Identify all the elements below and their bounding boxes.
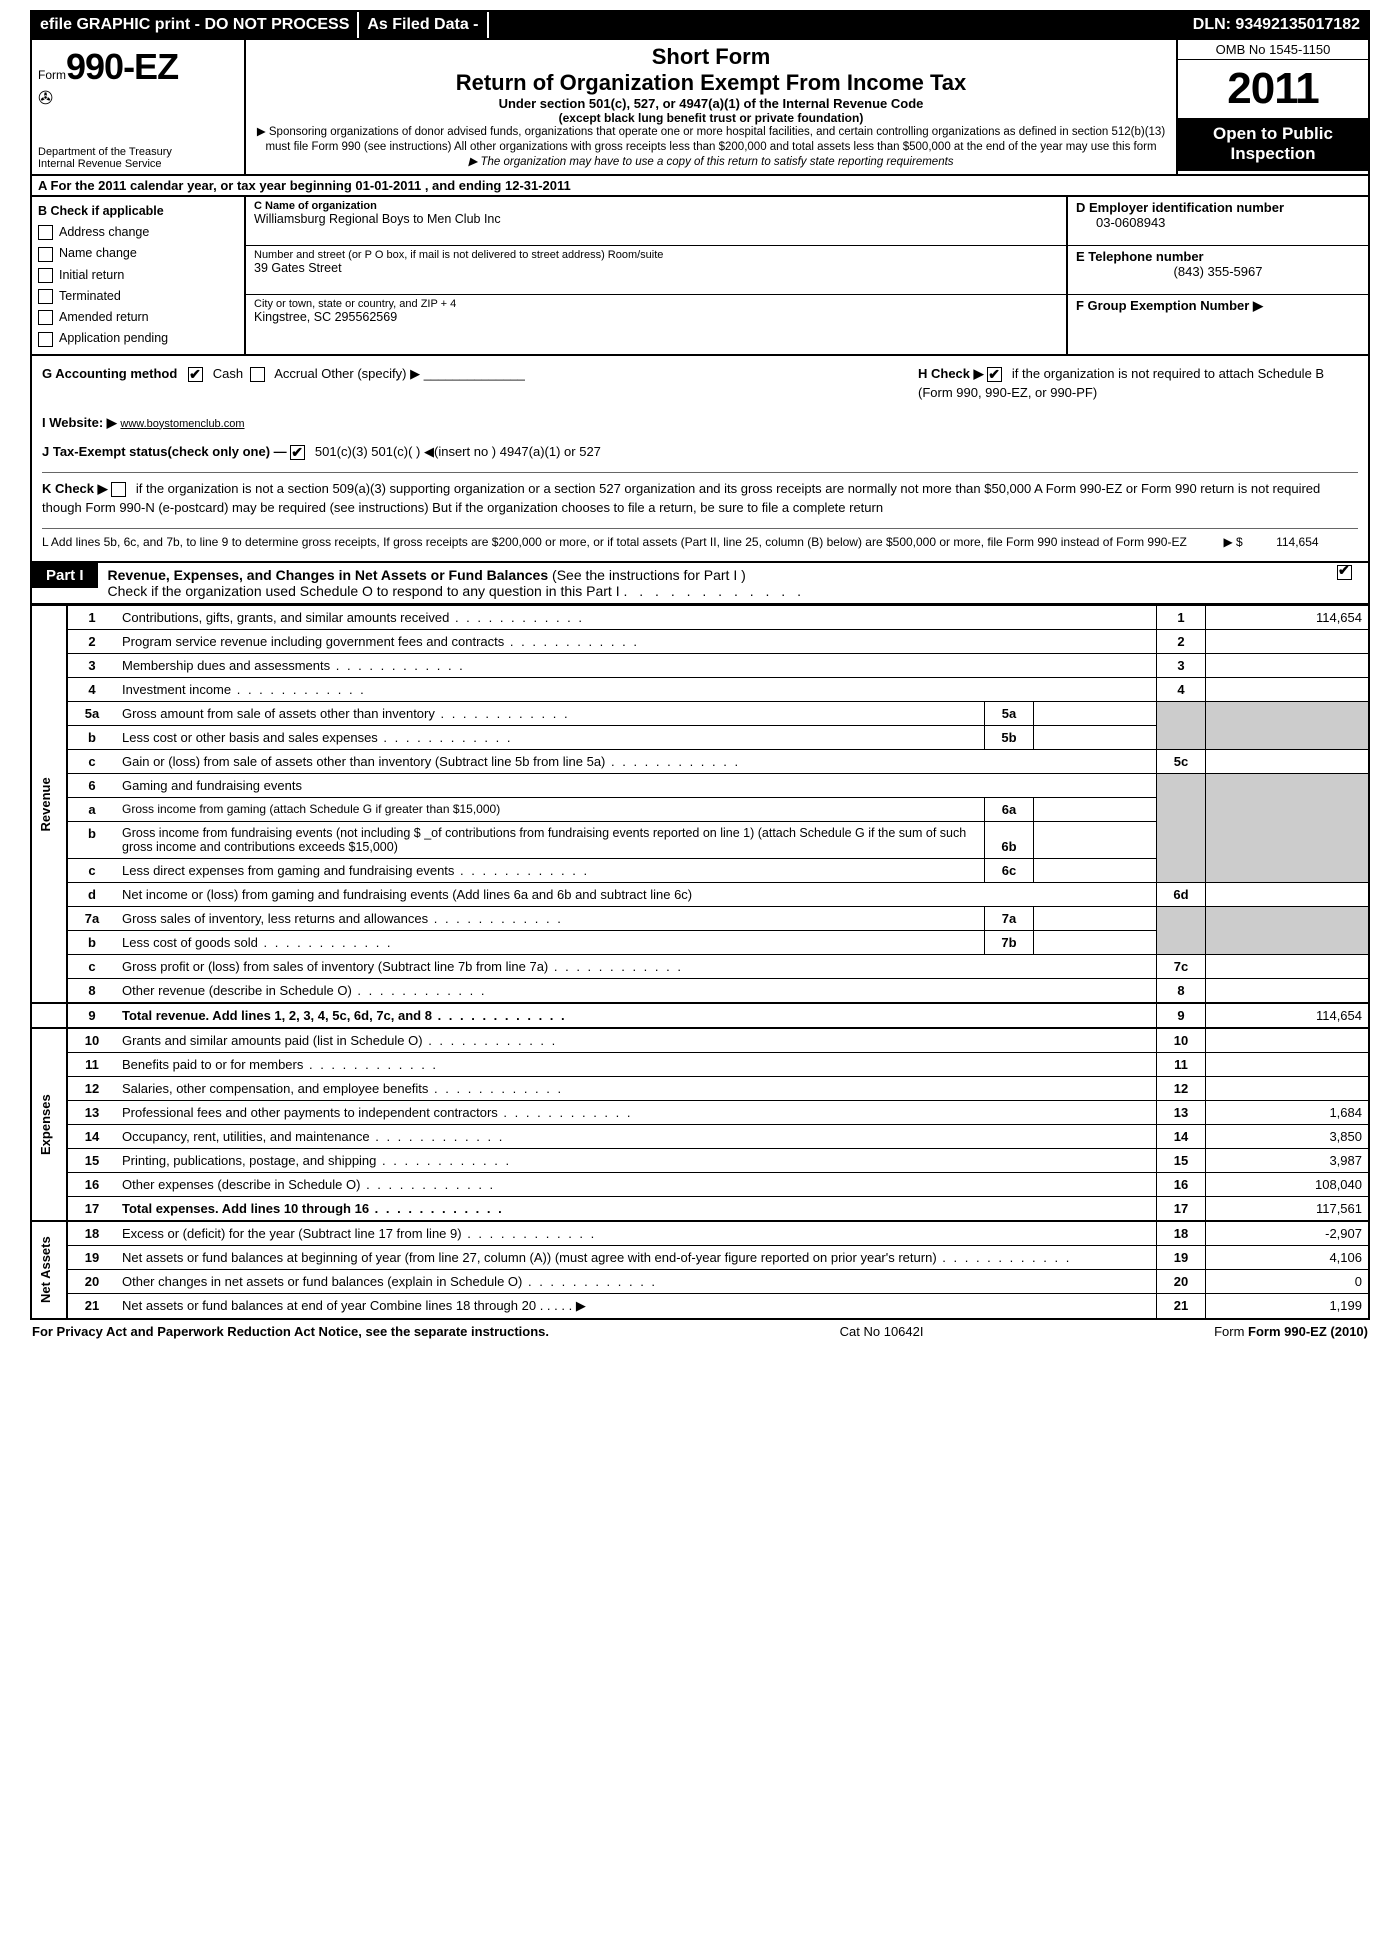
checkbox-h[interactable] — [987, 367, 1002, 382]
footer-left: For Privacy Act and Paperwork Reduction … — [32, 1324, 549, 1339]
tax-year: 2011 — [1178, 60, 1368, 118]
efile-label: efile GRAPHIC print - DO NOT PROCESS — [32, 12, 359, 38]
row-a-tax-year: A For the 2011 calendar year, or tax yea… — [30, 176, 1370, 197]
i-label: I Website: ▶ — [42, 415, 117, 430]
part1-header: Part I Revenue, Expenses, and Changes in… — [30, 563, 1370, 605]
org-city: Kingstree, SC 295562569 — [254, 310, 1058, 324]
ein-value: 03-0608943 — [1076, 215, 1360, 230]
netassets-section-label: Net Assets — [31, 1221, 67, 1319]
form-note2: ▶ The organization may have to use a cop… — [256, 155, 1166, 170]
l-text: L Add lines 5b, 6c, and 7b, to line 9 to… — [42, 535, 1187, 549]
checkbox-amended-return[interactable] — [38, 310, 53, 325]
k-text: if the organization is not a section 509… — [42, 481, 1320, 516]
form-subtitle2: (except black lung benefit trust or priv… — [256, 111, 1166, 125]
box-def: D Employer identification number 03-0608… — [1066, 197, 1368, 354]
header-left: Form990-EZ ✇ Department of the Treasury … — [32, 40, 246, 174]
c-addr-label: Number and street (or P O box, if mail i… — [254, 249, 1058, 261]
dept-treasury: Department of the Treasury — [38, 146, 172, 158]
c-name-label: C Name of organization — [254, 200, 1058, 212]
dln-label: DLN: 93492135017182 — [1185, 12, 1368, 38]
c-city-label: City or town, state or country, and ZIP … — [254, 298, 1058, 310]
website-value: www.boystomenclub.com — [120, 418, 244, 430]
org-address: 39 Gates Street — [254, 261, 1058, 275]
checkbox-terminated[interactable] — [38, 289, 53, 304]
inspection-box: Open to Public Inspection — [1178, 118, 1368, 171]
section-bcd: B Check if applicable Address change Nam… — [30, 197, 1370, 356]
page-footer: For Privacy Act and Paperwork Reduction … — [30, 1320, 1370, 1343]
misc-block: G Accounting method Cash Accrual Other (… — [30, 356, 1370, 563]
checkbox-schedule-o[interactable] — [1337, 565, 1352, 580]
l-amount: 114,654 — [1276, 535, 1319, 549]
box-b: B Check if applicable Address change Nam… — [32, 197, 246, 354]
k-label: K Check ▶ — [42, 481, 108, 496]
omb-number: OMB No 1545-1150 — [1178, 40, 1368, 60]
form-note1: ▶ Sponsoring organizations of donor advi… — [256, 125, 1166, 155]
box-c: C Name of organization Williamsburg Regi… — [246, 197, 1066, 354]
form-prefix: Form — [38, 68, 66, 82]
header-right: OMB No 1545-1150 2011 Open to Public Ins… — [1176, 40, 1368, 174]
checkbox-cash[interactable] — [188, 367, 203, 382]
checkbox-address-change[interactable] — [38, 225, 53, 240]
checkbox-initial-return[interactable] — [38, 268, 53, 283]
short-form-label: Short Form — [256, 44, 1166, 70]
d-ein-label: D Employer identification number — [1076, 200, 1360, 215]
checkbox-k[interactable] — [111, 482, 126, 497]
box-b-title: B Check if applicable — [38, 201, 238, 222]
form-990ez-page: efile GRAPHIC print - DO NOT PROCESS As … — [0, 0, 1400, 1353]
footer-center: Cat No 10642I — [840, 1324, 924, 1339]
form-subtitle: Under section 501(c), 527, or 4947(a)(1)… — [256, 96, 1166, 111]
form-title: Return of Organization Exempt From Incom… — [256, 70, 1166, 96]
checkbox-501c3[interactable] — [290, 445, 305, 460]
header-center: Short Form Return of Organization Exempt… — [246, 40, 1176, 174]
revenue-section-label: Revenue — [31, 605, 67, 1003]
checkbox-accrual[interactable] — [250, 367, 265, 382]
h-label: H Check ▶ — [918, 366, 984, 381]
expenses-section-label: Expenses — [31, 1028, 67, 1221]
checkbox-name-change[interactable] — [38, 247, 53, 262]
form-number: 990-EZ — [66, 46, 178, 87]
dept-irs: Internal Revenue Service — [38, 158, 172, 170]
part1-title: Revenue, Expenses, and Changes in Net As… — [98, 563, 1368, 603]
org-name: Williamsburg Regional Boys to Men Club I… — [254, 212, 1058, 226]
g-label: G Accounting method — [42, 366, 177, 381]
footer-right: Form Form 990-EZ (2010) — [1214, 1324, 1368, 1339]
part1-tab: Part I — [32, 563, 98, 588]
header-row: Form990-EZ ✇ Department of the Treasury … — [30, 40, 1370, 176]
asfiled-label: As Filed Data - — [359, 12, 488, 38]
e-phone-label: E Telephone number — [1076, 249, 1360, 264]
f-group-label: F Group Exemption Number ▶ — [1076, 298, 1360, 314]
j-label: J Tax-Exempt status(check only one) — — [42, 444, 287, 459]
part1-table: Revenue 1 Contributions, gifts, grants, … — [30, 605, 1370, 1320]
top-bar: efile GRAPHIC print - DO NOT PROCESS As … — [30, 10, 1370, 40]
phone-value: (843) 355-5967 — [1076, 264, 1360, 279]
checkbox-application-pending[interactable] — [38, 332, 53, 347]
